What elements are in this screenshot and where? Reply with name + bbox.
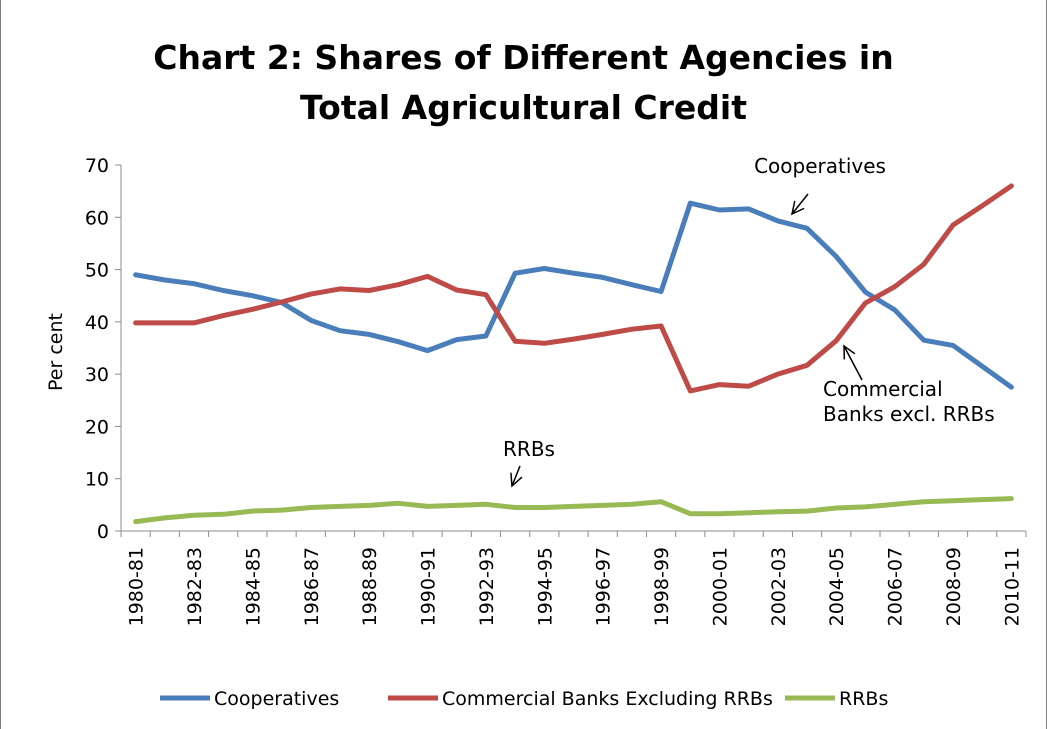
- series-line-1: [133, 183, 1014, 394]
- annotation-line: Banks excl. RRBs: [823, 402, 995, 426]
- y-tick-label: 0: [97, 521, 109, 543]
- y-tick-label: 60: [85, 207, 109, 229]
- legend-label-1: Commercial Banks Excluding RRBs: [442, 688, 773, 710]
- x-tick-label: 1986-87: [301, 547, 323, 626]
- x-tick-label: 2006-07: [885, 547, 907, 626]
- x-tick-label: 1988-89: [359, 547, 381, 626]
- annotation-line: Commercial: [823, 377, 943, 401]
- annotation-label: Cooperatives: [754, 154, 886, 178]
- annotation-arrowhead: [843, 344, 856, 360]
- y-tick-label: 20: [85, 416, 109, 438]
- x-tick-label: 1980-81: [126, 547, 148, 626]
- annotation-label: Commercial Banks excl. RRBs: [823, 377, 995, 426]
- x-tick-label: 2004-05: [826, 547, 848, 626]
- x-tick-label: 1984-85: [242, 547, 264, 626]
- annotation-arrowhead: [790, 200, 805, 216]
- y-tick-label: 50: [85, 260, 109, 282]
- annotation-label: RRBs: [503, 437, 555, 461]
- x-tick-label: 1996-97: [593, 547, 615, 626]
- x-tick-label: 2008-09: [943, 547, 965, 626]
- x-tick-label: 2010-11: [1001, 547, 1023, 626]
- y-axis-label: Per cent: [45, 313, 67, 391]
- y-tick-label: 30: [85, 364, 109, 386]
- chart-title-line2: Total Agricultural Credit: [300, 88, 747, 127]
- y-tick-label: 40: [85, 312, 109, 334]
- y-tick-label: 10: [85, 469, 109, 491]
- y-tick-label: 70: [85, 155, 109, 177]
- x-tick-label: 1994-95: [534, 547, 556, 626]
- x-tick-label: 1998-99: [651, 547, 673, 626]
- x-tick-label: 1990-91: [418, 547, 440, 626]
- annotation-arrow: [843, 345, 863, 381]
- chart-title-line1: Chart 2: Shares of Different Agencies in: [153, 38, 894, 77]
- annotation-arrow: [791, 193, 809, 215]
- x-tick-label: 1982-83: [184, 547, 206, 626]
- x-tick-label: 2002-03: [768, 547, 790, 626]
- x-tick-label: 1992-93: [476, 547, 498, 626]
- legend-label-0: Cooperatives: [214, 688, 339, 710]
- annotation-arrowhead: [510, 472, 523, 488]
- annotation-line: Cooperatives: [754, 154, 886, 178]
- series-line-2: [133, 496, 1014, 525]
- annotation-arrow: [511, 465, 521, 487]
- annotation-line: RRBs: [503, 437, 555, 461]
- x-tick-label: 2000-01: [709, 547, 731, 626]
- legend-label-2: RRBs: [839, 688, 888, 710]
